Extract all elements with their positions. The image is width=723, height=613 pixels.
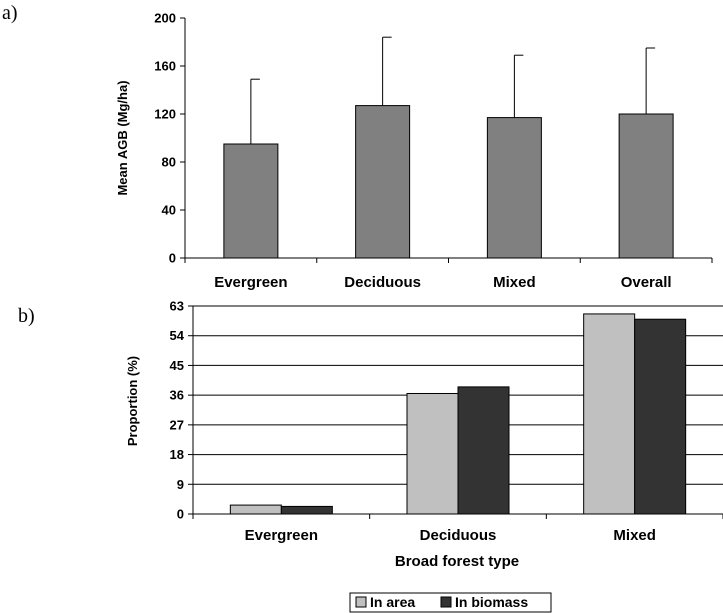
panel-b: b) Proportion (%) 0 9 18 27 36 45 54 63 Evergre… — [18, 299, 723, 613]
panel-b-y-tick-label: 18 — [170, 447, 184, 462]
panel-b-y-tick-label: 9 — [177, 477, 184, 492]
panel-b-x-axis-title: Broad forest type — [395, 553, 519, 570]
panel-a-y-axis-title: Mean AGB (Mg/ha) — [115, 80, 130, 195]
panel-a-y-tick-label: 80 — [162, 155, 176, 170]
legend: In area In biomass — [349, 592, 552, 613]
panel-b-category-label: Deciduous — [420, 527, 497, 544]
bar-overall — [618, 113, 674, 259]
panel-b-y-tick-label: 54 — [170, 328, 185, 343]
bar-deciduous-in-biomass — [457, 386, 510, 515]
panel-a-y-tick-label: 120 — [154, 107, 176, 122]
bar-mixed-in-biomass — [634, 318, 687, 515]
panel-b-category-label: Evergreen — [245, 527, 318, 544]
panel-b-category-label: Mixed — [613, 527, 656, 544]
bar-mixed-in-area — [583, 313, 636, 515]
panel-b-y-tick-label: 63 — [170, 299, 184, 314]
panel-a-category-label: Mixed — [493, 274, 536, 291]
panel-b-y-tick-label: 27 — [170, 417, 184, 432]
legend-swatch-in-biomass — [440, 596, 452, 608]
panel-b-y-tick-label: 45 — [170, 358, 184, 373]
bar-deciduous-in-area — [406, 392, 459, 515]
panel-b-label: b) — [18, 305, 35, 327]
panel-a-y-tick-label: 200 — [154, 11, 176, 26]
bar-mixed — [486, 117, 542, 259]
panel-b-y-tick-label: 36 — [170, 388, 184, 403]
panel-a-label: a) — [2, 2, 18, 24]
panel-a-y-tick-label: 160 — [154, 59, 176, 74]
bar-evergreen-in-biomass — [280, 505, 333, 515]
panel-a: a) Mean AGB (Mg/ha) 0 40 80 120 160 200 Everg… — [2, 2, 713, 291]
panel-b-y-axis-title: Proportion (%) — [125, 356, 140, 446]
panel-a-y-tick-label: 40 — [162, 203, 176, 218]
panel-a-category-label: Deciduous — [344, 274, 421, 291]
panel-a-category-label: Evergreen — [214, 274, 287, 291]
panel-a-category-label: Overall — [621, 274, 672, 291]
bar-deciduous — [355, 105, 411, 259]
panel-b-y-tick-label: 0 — [177, 507, 184, 522]
legend-label-in-biomass: In biomass — [455, 594, 528, 610]
panel-a-y-tick-label: 0 — [169, 251, 176, 266]
bar-evergreen — [223, 143, 279, 259]
legend-swatch-in-area — [355, 596, 367, 608]
bar-evergreen-in-area — [229, 504, 282, 515]
legend-label-in-area: In area — [370, 594, 415, 610]
